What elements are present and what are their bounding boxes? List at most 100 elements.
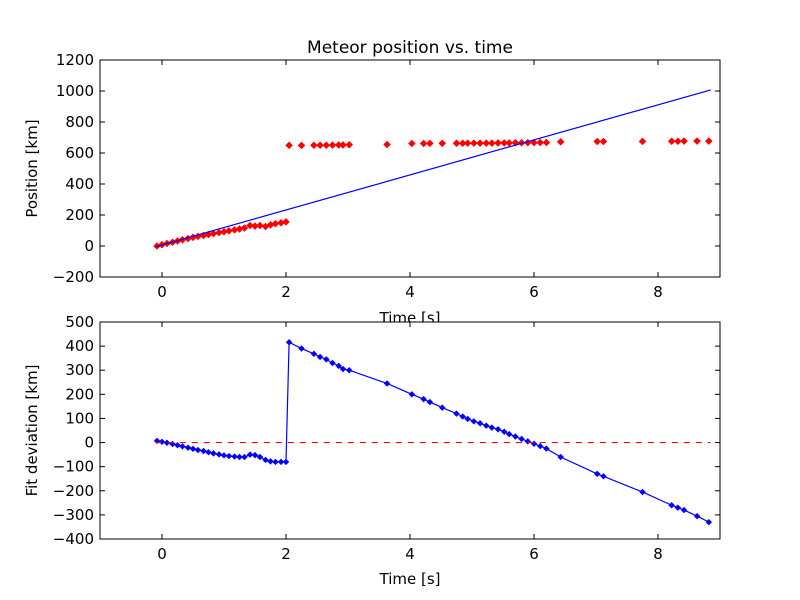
position-x-ticks: 0 2 4 6 8: [157, 60, 663, 301]
fit-deviation-point: [459, 413, 466, 420]
fit-deviation-point: [594, 470, 601, 478]
fit-deviation-point: [501, 428, 508, 435]
fit-deviation-point: [668, 502, 675, 509]
fit-deviation-point: [680, 506, 688, 514]
observed-position-point: [556, 138, 565, 146]
fit-deviation-point: [179, 443, 186, 450]
fit-deviation-point: [705, 518, 713, 526]
fit-deviation-point: [189, 445, 197, 453]
deviation-x-ticks: 0 2 4 6 8: [157, 322, 663, 563]
deviation-panel: 0 2 4 6 8 −400 −300 −200 −100 0 100 200 300 400 500 T…: [23, 313, 721, 588]
position-chart-title: Meteor position vs. time: [307, 38, 513, 58]
fit-deviation-point: [600, 473, 607, 480]
observed-position-point: [408, 139, 416, 148]
observed-position-point: [593, 137, 602, 146]
deviation-y-tick-label: 400: [65, 337, 94, 355]
fit-deviation-point: [518, 435, 525, 443]
fit-deviation-point: [483, 422, 490, 429]
fit-deviation-point: [453, 410, 460, 417]
fit-deviation-point: [256, 453, 264, 461]
fit-deviation-point: [267, 458, 274, 465]
deviation-y-tick-label: 100: [65, 409, 94, 427]
position-x-tick-label: 6: [529, 283, 539, 301]
fit-deviation-point: [488, 424, 496, 431]
fit-deviation-point: [298, 345, 305, 352]
deviation-x-tick-label: 0: [157, 545, 167, 563]
observed-position-point: [322, 141, 331, 150]
position-x-tick-label: 8: [653, 283, 663, 301]
linear-fit-line: [155, 89, 711, 248]
fit-deviation-point: [158, 438, 166, 446]
observed-position-point: [488, 139, 496, 147]
fit-deviation-point: [163, 439, 171, 447]
observed-position-point: [310, 141, 318, 150]
fit-deviation-point: [383, 380, 391, 387]
fit-deviation-point: [251, 451, 259, 459]
position-y-tick-label: 600: [65, 144, 94, 162]
fit-deviation-point: [194, 446, 202, 454]
deviation-y-tick-label: −100: [53, 458, 94, 476]
observed-position-point: [383, 140, 391, 149]
fit-deviation-point: [329, 359, 336, 367]
fit-deviation-point: [543, 445, 550, 452]
fit-deviation-point: [536, 442, 544, 450]
fit-deviation-point: [200, 447, 207, 455]
fit-deviation-point: [215, 451, 223, 458]
observed-position-point: [542, 138, 551, 147]
fit-deviation-point: [174, 441, 181, 449]
fit-deviation-point: [241, 453, 248, 461]
position-x-tick-label: 4: [405, 283, 415, 301]
fit-deviation-point: [557, 453, 564, 461]
position-axes-frame: [99, 59, 721, 278]
fit-deviation-point: [220, 452, 228, 459]
observed-position-point: [667, 137, 676, 145]
fit-deviation-point: [335, 362, 342, 370]
observed-position-point: [282, 218, 290, 226]
fit-deviation-point: [470, 418, 478, 425]
observed-position-point: [638, 137, 647, 146]
deviation-y-tick-label: 500: [65, 313, 94, 331]
position-y-tick-label: 800: [65, 113, 94, 131]
fit-deviation-point: [494, 426, 502, 433]
fit-deviation-point: [231, 453, 238, 460]
fit-deviation-point: [316, 353, 324, 361]
observed-position-point: [674, 137, 682, 145]
deviation-x-tick-label: 2: [281, 545, 291, 563]
observed-position-point: [345, 141, 354, 149]
fit-deviation-point: [205, 448, 212, 456]
fit-deviation-point: [310, 350, 318, 358]
position-y-tick-label: 1000: [56, 82, 94, 100]
observed-position-point: [328, 141, 337, 149]
observed-position-point: [438, 139, 447, 148]
fit-deviation-point: [639, 488, 646, 496]
fit-deviation-point: [408, 391, 416, 398]
observed-position-point: [297, 141, 306, 150]
deviation-x-tick-label: 4: [405, 545, 415, 563]
observed-position-point: [316, 141, 324, 150]
position-y-tick-label: 200: [65, 206, 94, 224]
position-y-tick-label: 400: [65, 175, 94, 193]
observed-position-point: [599, 137, 608, 146]
observed-position-point: [482, 139, 491, 147]
deviation-x-tick-label: 6: [529, 545, 539, 563]
position-data: [153, 89, 713, 250]
observed-position-point: [256, 221, 264, 230]
fit-deviation-point: [272, 458, 279, 466]
observed-position-point: [470, 139, 478, 147]
observed-position-point: [536, 138, 544, 147]
observed-position-point: [500, 139, 509, 147]
fit-deviation-point: [439, 404, 446, 411]
position-y-axis-label: Position [km]: [23, 119, 41, 217]
observed-position-point: [693, 137, 701, 145]
position-x-tick-label: 2: [281, 283, 291, 301]
fit-deviation-point: [512, 433, 519, 440]
observed-position-point: [419, 139, 428, 148]
observed-position-point: [494, 139, 502, 147]
observed-position-point: [505, 139, 513, 147]
fit-deviation-point: [524, 438, 532, 445]
observed-position-point: [426, 139, 434, 148]
observed-position-point: [285, 141, 293, 150]
position-y-tick-label: 0: [84, 237, 94, 255]
observed-position-point: [240, 224, 249, 232]
